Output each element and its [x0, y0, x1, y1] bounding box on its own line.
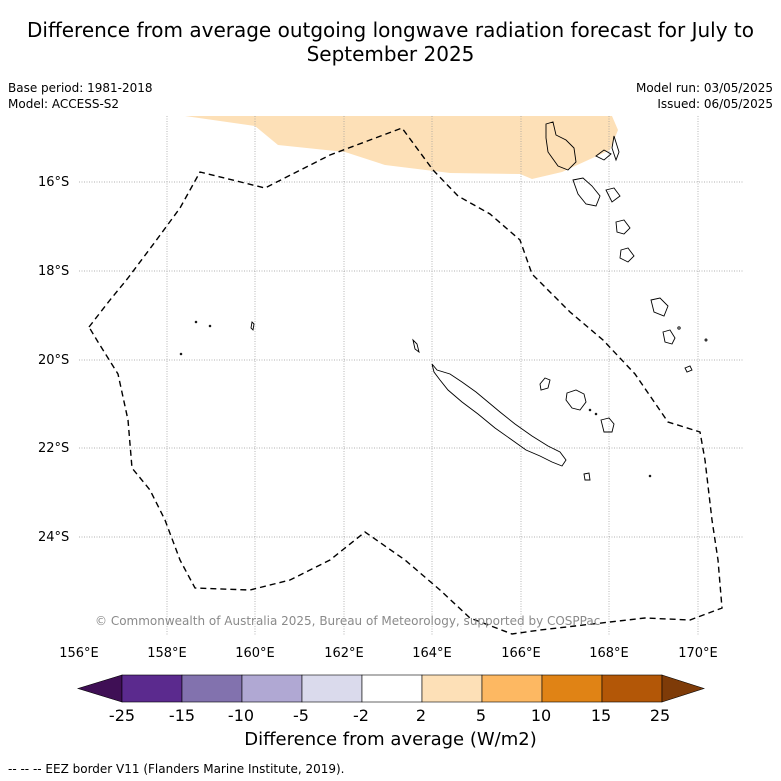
- colorbar-extend-low: [76, 674, 123, 703]
- lat-label-18s: 18°S: [38, 264, 70, 279]
- base-period: Base period: 1981-2018: [8, 81, 153, 95]
- lat-label-16s: 16°S: [38, 175, 70, 190]
- copyright-notice: © Commonwealth of Australia 2025, Bureau…: [95, 614, 601, 628]
- colorbar-segment: [181, 674, 243, 703]
- colorbar-segment: [361, 674, 423, 703]
- epi-island: [605, 187, 621, 203]
- colorbar-segment: [541, 674, 603, 703]
- colorbar-tick: 2: [415, 706, 427, 725]
- colorbar-tick: -5: [293, 706, 309, 725]
- colorbar: [76, 674, 705, 703]
- eez-border: [88, 127, 723, 635]
- pentecost-island: [611, 135, 620, 162]
- erromango-island: [650, 297, 669, 317]
- map-title: Difference from average outgoing longwav…: [27, 18, 754, 66]
- lon-label-162e: 162°E: [324, 646, 364, 661]
- malekula-island: [572, 177, 601, 207]
- colorbar-extend-high: [661, 674, 705, 703]
- lifou-island: [565, 389, 587, 411]
- colorbar-tick: -25: [108, 706, 136, 725]
- lon-label-166e: 166°E: [501, 646, 541, 661]
- colorbar-tick: 15: [590, 706, 612, 725]
- eez-legend: -- -- -- EEZ border V11 (Flanders Marine…: [8, 762, 345, 776]
- colorbar-tick: -15: [168, 706, 196, 725]
- ambrym-island: [595, 149, 612, 161]
- colorbar-segment: [481, 674, 543, 703]
- tanna-island: [662, 329, 676, 345]
- model-name: Model: ACCESS-S2: [8, 97, 120, 111]
- issued-date: Issued: 06/05/2025: [657, 97, 773, 111]
- graticule: [79, 116, 743, 636]
- colorbar-segment: [241, 674, 303, 703]
- ouvea-island: [539, 377, 551, 391]
- aneityum-island: [684, 365, 693, 373]
- lon-label-168e: 168°E: [589, 646, 629, 661]
- colorbar-tick: -10: [227, 706, 255, 725]
- colorbar-tick: -2: [353, 706, 369, 725]
- colorbar-tick: 10: [530, 706, 552, 725]
- belep-islands: [412, 338, 420, 354]
- lon-label-158e: 158°E: [147, 646, 187, 661]
- shepherd-islands: [619, 247, 635, 263]
- small-islets: [179, 320, 708, 478]
- isle-of-pines: [583, 472, 591, 481]
- metadata-right: Model run: 03/05/2025 Issued: 06/05/2025: [636, 80, 773, 112]
- colorbar-tick: 5: [475, 706, 487, 725]
- efate-island: [615, 219, 631, 235]
- metadata-left: Base period: 1981-2018 Model: ACCESS-S2: [8, 80, 153, 112]
- lon-label-164e: 164°E: [412, 646, 452, 661]
- colorbar-segment: [601, 674, 663, 703]
- lon-label-160e: 160°E: [235, 646, 275, 661]
- model-run: Model run: 03/05/2025: [635, 81, 773, 95]
- lon-label-170e: 170°E: [678, 646, 718, 661]
- colorbar-segment: [421, 674, 483, 703]
- new-caledonia-island: [431, 363, 567, 467]
- colorbar-segment: [121, 674, 183, 703]
- lat-label-22s: 22°S: [38, 441, 70, 456]
- colorbar-segment: [301, 674, 363, 703]
- lat-label-20s: 20°S: [38, 353, 70, 368]
- lat-label-24s: 24°S: [38, 530, 70, 545]
- colorbar-tick: 25: [649, 706, 671, 725]
- mare-island: [600, 417, 615, 433]
- lon-label-156e: 156°E: [59, 646, 99, 661]
- anomaly-shading: [185, 116, 618, 179]
- colorbar-title: Difference from average (W/m2): [244, 729, 537, 750]
- map-canvas: [79, 116, 743, 636]
- espiritu-santo-island: [545, 121, 577, 171]
